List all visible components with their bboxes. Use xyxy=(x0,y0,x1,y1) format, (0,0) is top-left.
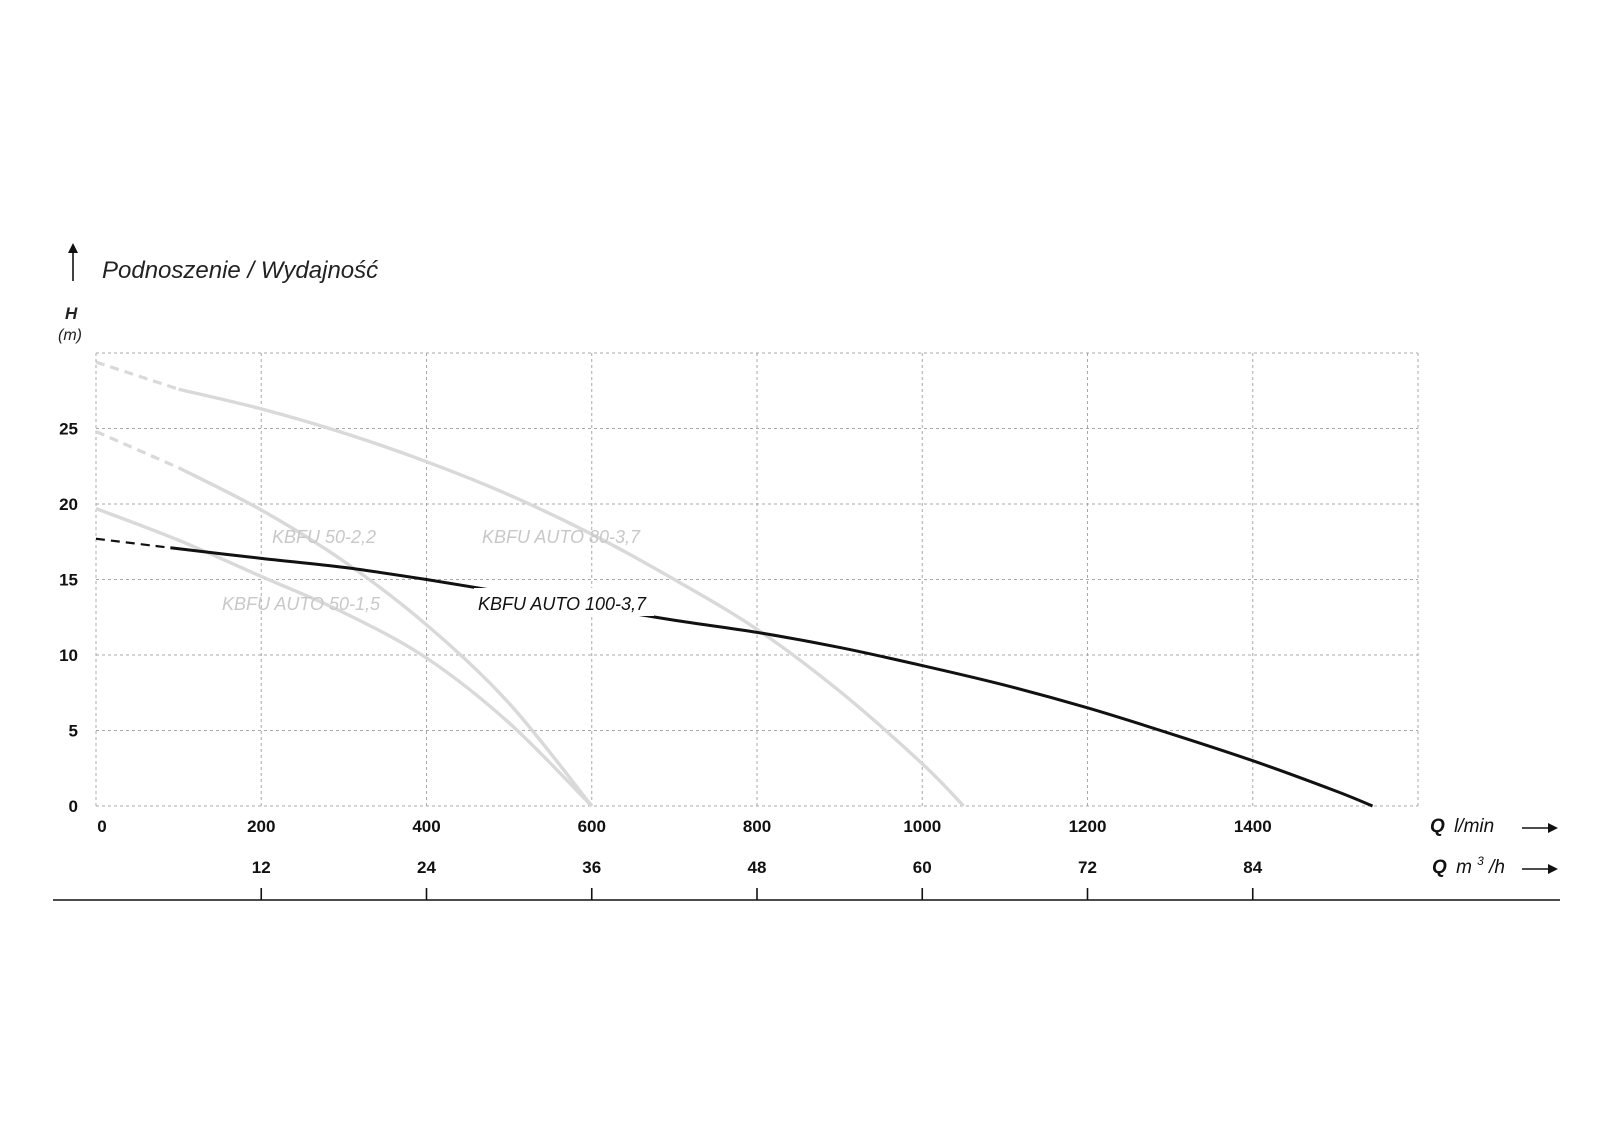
x-tick-label: 0 xyxy=(97,817,106,836)
x-tick-label-secondary: 84 xyxy=(1243,858,1262,877)
x-tick-label-secondary: 72 xyxy=(1078,858,1097,877)
y-tick-label: 25 xyxy=(59,420,78,439)
x-tick-label: 800 xyxy=(743,817,771,836)
series-line xyxy=(170,546,1374,808)
y-axis-label: H xyxy=(65,304,78,323)
x-tick-label-secondary: 12 xyxy=(252,858,271,877)
y-axis-unit: (m) xyxy=(58,327,82,344)
y-tick-label: 15 xyxy=(59,571,78,590)
x-axis-label-lmin: Q l/min xyxy=(1430,816,1494,837)
baseline-ticks xyxy=(260,888,1254,900)
series-lines xyxy=(95,360,1374,808)
series-labels: KBFU 50-2,2 KBFU AUTO 80-3,7 KBFU AUTO 50-… xyxy=(222,527,654,616)
x-tick-label-secondary: 36 xyxy=(582,858,601,877)
y-tick-label: 5 xyxy=(69,722,78,741)
x-tick-label: 1400 xyxy=(1234,817,1272,836)
arrow-right-icon xyxy=(1522,864,1558,874)
series-label-backing xyxy=(474,588,654,616)
series-line xyxy=(95,506,593,808)
x-tick-labels-lmin: 0 200 400 600 800 1000 1200 1400 xyxy=(97,817,1271,836)
series-line-dashed xyxy=(95,430,180,470)
x-tick-label: 1000 xyxy=(903,817,941,836)
x-tick-label-secondary: 24 xyxy=(417,858,436,877)
series-label: KBFU 50-2,2 xyxy=(272,527,376,547)
series-label: KBFU AUTO 100-3,7 xyxy=(478,594,647,614)
series-label: KBFU AUTO 80-3,7 xyxy=(482,527,641,547)
chart-title: Podnoszenie / Wydajność xyxy=(102,257,378,284)
series-line xyxy=(177,466,594,808)
y-tick-label: 0 xyxy=(69,797,78,816)
x-tick-label: 600 xyxy=(578,817,606,836)
y-tick-label: 20 xyxy=(59,495,78,514)
series-line-dashed xyxy=(95,537,171,549)
x-tick-label-secondary: 48 xyxy=(748,858,767,877)
x-tick-label-secondary: 60 xyxy=(913,858,932,877)
x-axis-label-m3h: Q m 3 /h xyxy=(1432,849,1505,878)
arrow-right-icon xyxy=(1522,823,1558,833)
grid xyxy=(95,352,1419,807)
x-tick-label: 200 xyxy=(247,817,275,836)
y-tick-label: 10 xyxy=(59,646,78,665)
x-tick-label: 400 xyxy=(412,817,440,836)
series-label: KBFU AUTO 50-1,5 xyxy=(222,594,381,614)
x-tick-label: 1200 xyxy=(1069,817,1107,836)
series-line-dashed xyxy=(95,360,180,391)
y-tick-labels: 0 5 10 15 20 25 xyxy=(59,420,78,817)
title-arrow-icon xyxy=(68,243,78,281)
x-tick-labels-m3h: 12 24 36 48 60 72 84 xyxy=(252,858,1263,877)
series-line xyxy=(178,387,965,808)
